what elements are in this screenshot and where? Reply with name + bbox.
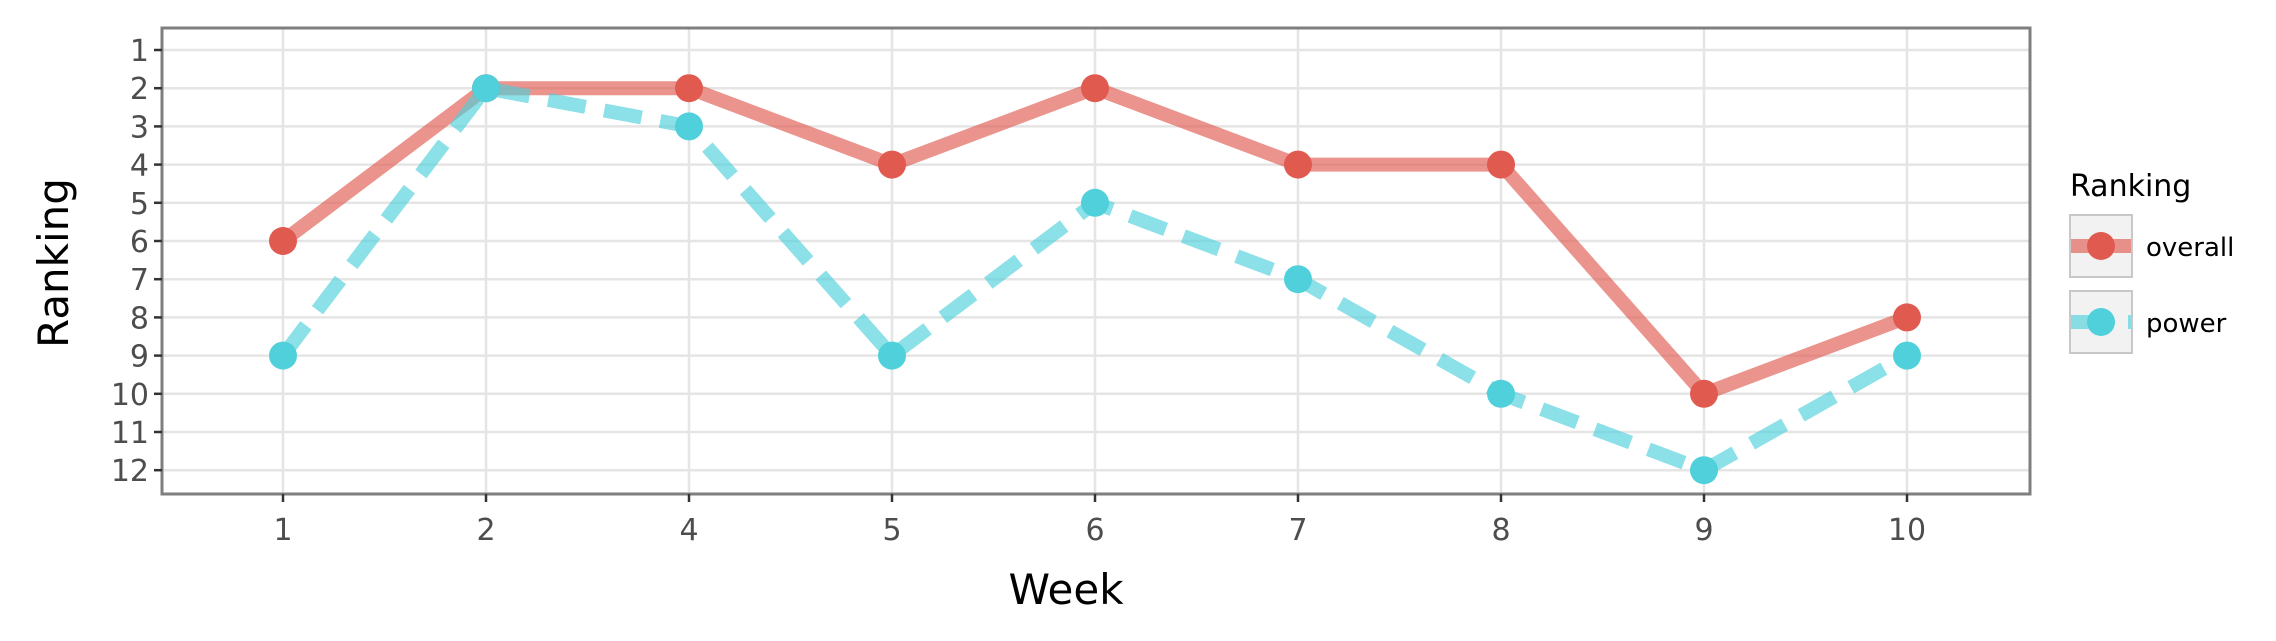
y-tick-label: 1 — [130, 34, 149, 69]
data-point-overall — [269, 227, 297, 255]
y-tick-label: 5 — [130, 187, 149, 222]
data-point-overall — [1081, 74, 1109, 103]
y-tick-label: 6 — [130, 225, 149, 260]
data-point-overall — [1893, 303, 1921, 332]
data-point-power — [878, 341, 906, 370]
data-point-power — [269, 341, 297, 370]
x-axis-title: Week — [1008, 565, 1124, 614]
y-tick-label: 10 — [111, 378, 149, 413]
x-tick-label: 7 — [1288, 513, 1307, 548]
legend: Ranking overall power — [2069, 169, 2234, 354]
y-tick-label: 11 — [111, 416, 149, 451]
y-tick-label: 7 — [130, 263, 149, 298]
series-points — [269, 74, 1921, 485]
legend-label-power: power — [2146, 309, 2227, 339]
data-point-power — [1893, 341, 1921, 370]
data-point-overall — [1284, 150, 1312, 179]
y-tick-label: 3 — [130, 110, 149, 145]
x-axis-ticks: 1 2 4 5 6 7 8 9 10 — [273, 494, 1926, 548]
y-tick-label: 9 — [130, 340, 149, 375]
x-tick-label: 4 — [679, 513, 698, 548]
data-point-power — [1487, 379, 1515, 408]
data-point-power — [472, 74, 500, 103]
x-tick-label: 6 — [1085, 513, 1104, 548]
legend-label-overall: overall — [2146, 233, 2234, 263]
data-point-overall — [1690, 379, 1718, 408]
x-tick-label: 9 — [1694, 513, 1713, 548]
x-gridlines — [281, 28, 1909, 494]
data-point-power — [1284, 265, 1312, 294]
x-tick-label: 1 — [273, 513, 292, 548]
y-tick-label: 8 — [130, 301, 149, 336]
x-tick-label: 5 — [882, 513, 901, 548]
data-point-power — [675, 112, 703, 141]
data-point-overall — [675, 74, 703, 103]
x-tick-label: 2 — [476, 513, 495, 548]
data-point-overall — [878, 150, 906, 179]
y-tick-label: 12 — [111, 454, 149, 489]
y-tick-label: 2 — [130, 72, 149, 107]
data-point-power — [1690, 456, 1718, 485]
data-point-overall — [1487, 150, 1515, 179]
y-tick-label: 4 — [130, 149, 149, 184]
legend-key-overall — [2069, 214, 2133, 278]
y-axis-title: Ranking — [29, 178, 78, 348]
x-tick-label: 10 — [1888, 513, 1926, 548]
data-point-power — [1081, 188, 1109, 217]
legend-key-power — [2069, 290, 2133, 354]
x-tick-label: 8 — [1491, 513, 1510, 548]
legend-title: Ranking — [2070, 169, 2191, 204]
